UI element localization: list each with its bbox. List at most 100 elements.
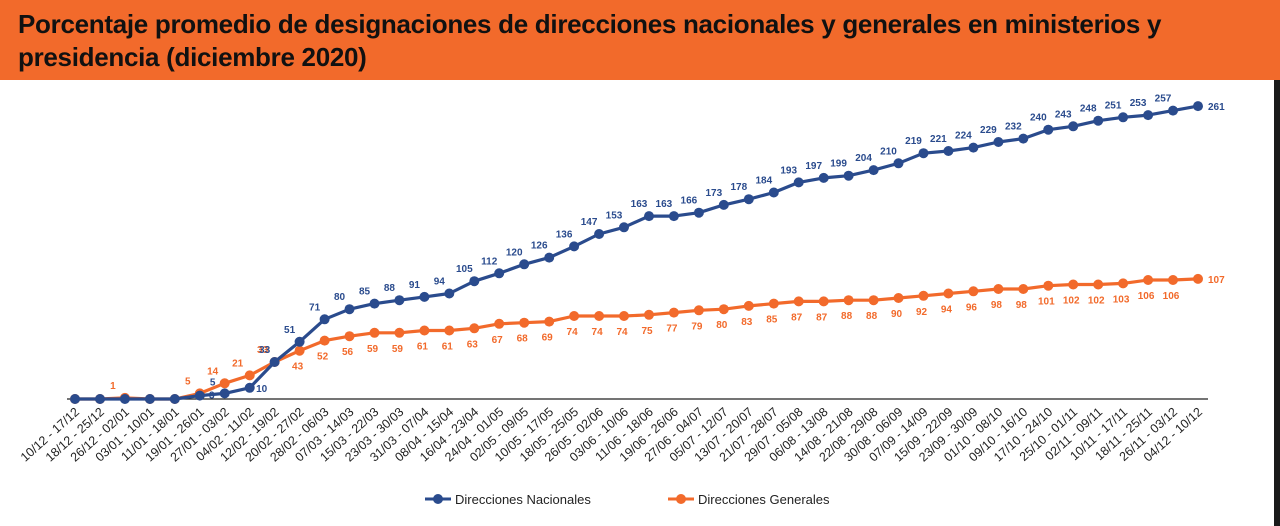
data-label: 87	[791, 312, 803, 323]
data-label: 80	[334, 292, 346, 303]
data-point	[294, 336, 305, 347]
data-point	[1118, 278, 1129, 289]
data-label: 83	[741, 317, 753, 328]
data-label: 74	[616, 327, 628, 338]
data-point	[95, 394, 105, 404]
series-nacionales	[70, 101, 1203, 404]
series-line	[73, 104, 1200, 401]
data-point	[469, 276, 480, 287]
data-point	[619, 311, 629, 321]
data-point	[444, 288, 455, 299]
chart-title: Porcentaje promedio de designaciones de …	[18, 9, 1162, 72]
data-label: 166	[681, 196, 698, 207]
data-point	[668, 211, 679, 222]
data-point	[394, 327, 405, 338]
data-point	[868, 295, 879, 306]
data-label: 240	[1030, 113, 1047, 124]
data-point	[594, 311, 605, 321]
data-point	[993, 137, 1004, 147]
data-point	[569, 311, 580, 321]
data-point	[893, 293, 904, 303]
data-point	[793, 177, 804, 188]
data-label: 61	[442, 342, 454, 353]
data-label: 3	[209, 391, 215, 402]
data-point	[1068, 121, 1079, 132]
data-point	[219, 378, 230, 389]
data-label: 107	[1208, 275, 1225, 286]
data-point	[693, 305, 704, 316]
data-label: 51	[284, 325, 296, 336]
data-label: 21	[232, 358, 244, 369]
data-point	[319, 335, 330, 346]
data-point	[319, 314, 330, 325]
data-point	[344, 304, 355, 315]
data-point	[743, 300, 754, 311]
data-label: 101	[1038, 297, 1055, 308]
data-point	[394, 295, 405, 306]
data-label: 79	[691, 321, 703, 332]
data-point	[294, 345, 305, 356]
data-label: 163	[656, 199, 673, 210]
data-label: 248	[1080, 104, 1097, 115]
legend-item-nacionales: Direcciones Nacionales	[425, 492, 591, 507]
series-generales	[70, 273, 1203, 404]
data-point	[1043, 124, 1054, 135]
data-label: 204	[855, 153, 872, 164]
data-point	[544, 316, 555, 327]
data-label: 98	[1016, 300, 1028, 311]
data-label: 88	[866, 311, 878, 322]
data-label: 33	[257, 345, 269, 356]
data-label: 193	[780, 165, 797, 176]
legend-swatch-marker	[433, 494, 443, 504]
data-label: 88	[841, 311, 853, 322]
right-edge-bar	[1274, 80, 1280, 526]
data-point	[569, 241, 580, 252]
data-point	[1068, 279, 1079, 290]
data-point	[868, 165, 879, 176]
data-point	[419, 325, 430, 336]
data-point	[668, 307, 679, 318]
data-label: 232	[1005, 122, 1022, 133]
data-label: 71	[309, 302, 321, 313]
data-label: 92	[916, 307, 928, 318]
data-label: 102	[1063, 296, 1080, 307]
data-label: 224	[955, 131, 972, 142]
data-point	[1143, 275, 1154, 285]
data-point	[369, 298, 380, 309]
data-label: 126	[531, 241, 548, 252]
data-label: 85	[359, 287, 371, 298]
data-label: 90	[891, 309, 903, 320]
data-label: 221	[930, 134, 947, 145]
data-label: 257	[1155, 94, 1172, 105]
data-point	[144, 394, 155, 404]
data-point	[1018, 133, 1029, 144]
data-label: 120	[506, 247, 523, 258]
data-point	[519, 259, 530, 270]
data-point	[644, 309, 654, 320]
data-label: 210	[880, 146, 897, 157]
data-label: 1	[110, 381, 116, 392]
data-label: 5	[185, 376, 191, 387]
data-label: 173	[705, 188, 722, 199]
data-label: 43	[292, 362, 304, 373]
data-point	[893, 158, 904, 169]
data-label: 94	[434, 277, 446, 288]
data-label: 147	[581, 217, 598, 228]
data-point	[1093, 115, 1104, 126]
data-point	[494, 318, 505, 329]
data-point	[619, 222, 629, 233]
data-point	[693, 207, 704, 218]
data-point	[70, 394, 80, 404]
data-point	[1143, 110, 1154, 121]
data-label: 52	[317, 352, 329, 363]
data-label: 178	[730, 182, 747, 193]
data-label: 68	[517, 334, 529, 345]
data-label: 67	[492, 335, 504, 346]
legend-label: Direcciones Generales	[698, 492, 830, 507]
title-band	[0, 0, 1280, 80]
data-label: 153	[606, 210, 623, 221]
